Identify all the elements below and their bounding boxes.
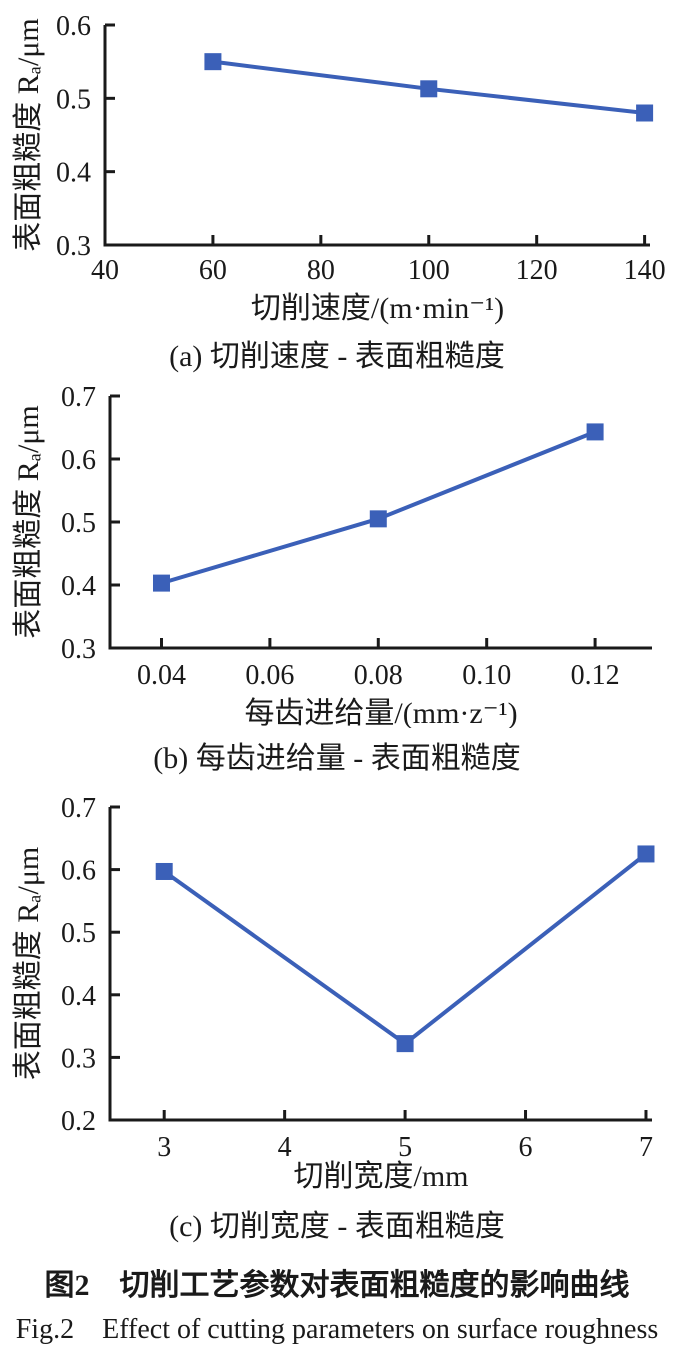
- y-axis-label: 表面粗糙度 Rₐ/μm: [12, 18, 45, 251]
- x-tick-label: 0.04: [137, 660, 186, 691]
- y-tick-label: 0.3: [61, 1043, 96, 1074]
- y-tick-label: 0.3: [56, 231, 91, 262]
- x-tick-label: 7: [639, 1132, 653, 1163]
- data-point-marker: [396, 1035, 414, 1053]
- x-tick-label: 4: [278, 1132, 292, 1163]
- y-axis-label: 表面粗糙度 Rₐ/μm: [12, 405, 45, 638]
- y-tick-label: 0.3: [61, 634, 96, 665]
- data-point-marker: [204, 53, 222, 71]
- x-tick-label: 120: [516, 255, 558, 286]
- x-tick-label: 3: [157, 1132, 171, 1163]
- y-tick-label: 0.7: [61, 793, 96, 824]
- y-tick-label: 0.7: [61, 382, 96, 413]
- data-point-marker: [636, 104, 654, 122]
- y-tick-label: 0.5: [61, 508, 96, 539]
- axis-spines: [103, 25, 650, 247]
- chart-canvas: 0.2 0.3 0.4 0.5 0.6 0.7 3 4 5 6 7 切削宽度/mm 表面粗糙度 Rₐ/μ…: [12, 793, 655, 1192]
- y-tick-label: 0.5: [56, 84, 91, 115]
- chart-b-caption: (b) 每齿进给量 - 表面粗糙度: [153, 742, 521, 775]
- x-tick-label: 0.12: [571, 660, 620, 691]
- y-tick-label: 0.4: [61, 571, 96, 602]
- chart-canvas: 0.3 0.4 0.5 0.6 40 60 80 100 120 140 切削速度/(m·min⁻¹…: [12, 11, 666, 325]
- data-point-marker: [637, 845, 655, 863]
- figure-caption-chinese: 图2 切削工艺参数对表面粗糙度的影响曲线: [44, 1269, 630, 1302]
- data-line: [163, 852, 648, 1047]
- data-point-marker: [586, 423, 604, 441]
- chart-b-feed-per-tooth: 0.3 0.4 0.5 0.6 0.7 0.04 0.06 0.08 0.10 0.12 每齿进给量…: [0, 380, 674, 728]
- chart-c-cutting-width: 0.2 0.3 0.4 0.5 0.6 0.7 3 4 5 6 7 切削宽度/mm 表面粗糙度 Rₐ/μ…: [0, 782, 674, 1192]
- chart-a-caption: (a) 切削速度 - 表面粗糙度: [169, 340, 505, 373]
- y-tick-label: 0.6: [56, 11, 91, 42]
- y-tick-label: 0.4: [61, 981, 96, 1012]
- x-tick-label: 100: [408, 255, 450, 286]
- y-tick-label: 0.4: [56, 158, 91, 189]
- y-tick-label: 0.2: [61, 1106, 96, 1137]
- data-line: [160, 430, 596, 586]
- x-tick-label: 5: [398, 1132, 412, 1163]
- axis-spines: [108, 807, 652, 1122]
- chart-canvas: 0.3 0.4 0.5 0.6 0.7 0.04 0.06 0.08 0.10 0.12 每齿进给量…: [12, 382, 652, 728]
- figure-caption-english: Fig.2 Effect of cutting parameters on su…: [15, 1314, 659, 1345]
- x-tick-label: 80: [307, 255, 335, 286]
- x-tick-label: 6: [519, 1132, 533, 1163]
- y-tick-label: 0.6: [61, 445, 96, 476]
- data-point-marker: [152, 574, 170, 592]
- chart-c-caption: (c) 切削宽度 - 表面粗糙度: [169, 1210, 505, 1243]
- y-axis-label: 表面粗糙度 Rₐ/μm: [12, 847, 45, 1080]
- x-axis-label: 切削宽度/mm: [293, 1160, 468, 1192]
- x-tick-label: 0.10: [462, 660, 511, 691]
- y-tick-label: 0.6: [61, 856, 96, 887]
- data-point-marker: [420, 80, 438, 98]
- x-axis-label: 切削速度/(m·min⁻¹): [251, 292, 504, 325]
- x-tick-label: 40: [91, 255, 119, 286]
- y-tick-label: 0.5: [61, 918, 96, 949]
- x-axis-label: 每齿进给量/(mm·z⁻¹): [244, 697, 517, 728]
- data-point-marker: [155, 862, 173, 880]
- x-tick-label: 140: [624, 255, 666, 286]
- x-tick-label: 0.08: [354, 660, 403, 691]
- x-tick-label: 60: [199, 255, 227, 286]
- chart-a-cutting-speed: 0.3 0.4 0.5 0.6 40 60 80 100 120 140 切削速度/(m·min⁻¹…: [0, 2, 674, 334]
- x-tick-label: 0.06: [245, 660, 294, 691]
- data-point-marker: [369, 510, 387, 528]
